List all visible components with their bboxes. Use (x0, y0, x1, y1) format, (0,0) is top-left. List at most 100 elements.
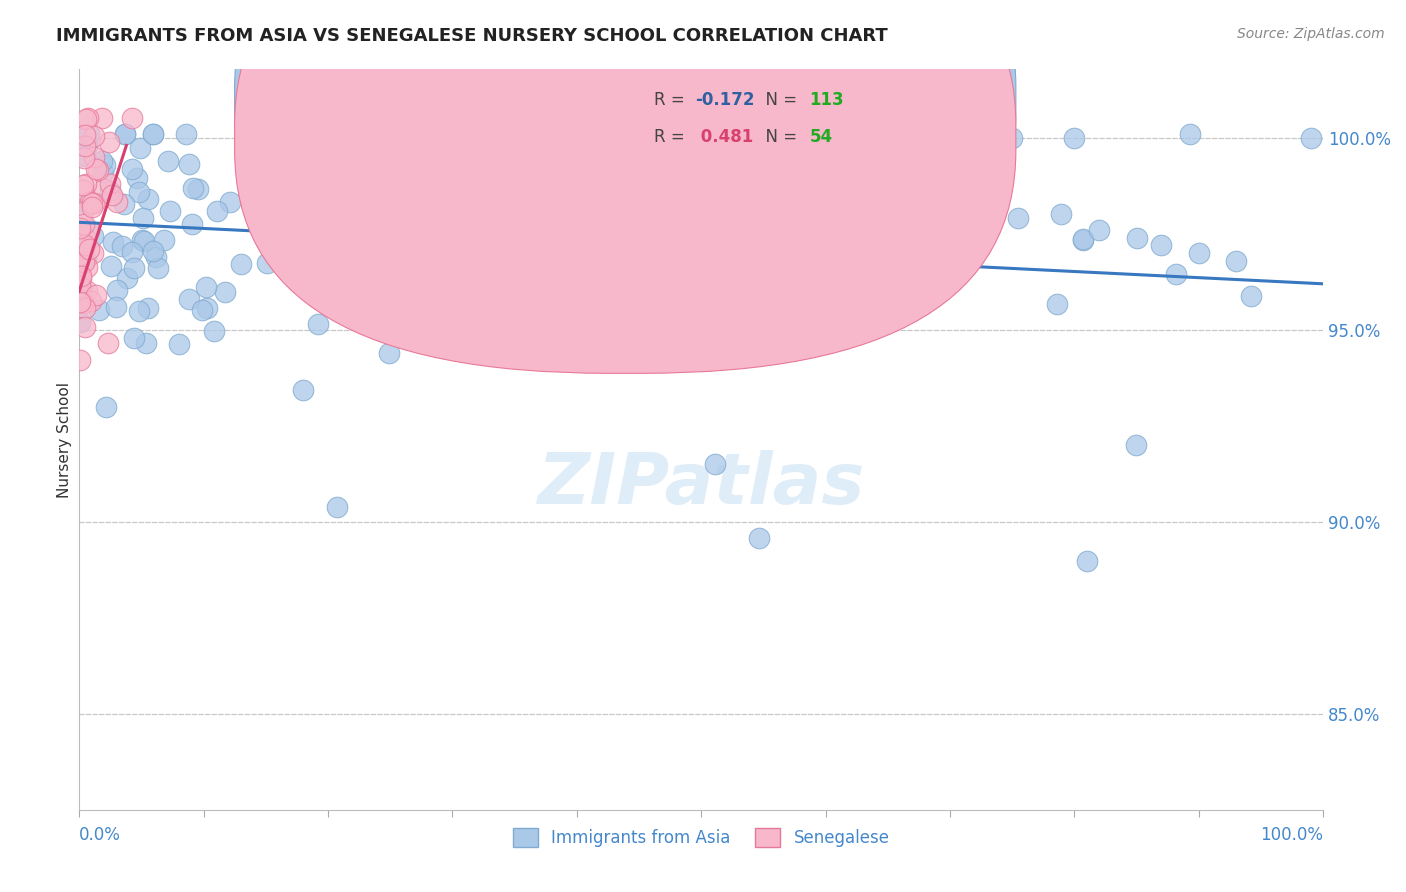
Point (367, 134, 389, 148)
Point (104, 300, 127, 314)
Text: R =: R = (654, 91, 690, 109)
Point (72, 295, 94, 310)
Point (69, 315, 91, 329)
Y-axis label: Nursery School: Nursery School (58, 382, 72, 498)
Point (69, 293, 91, 308)
Point (70, 269, 93, 284)
Point (114, 127, 136, 141)
Point (115, 270, 138, 285)
Point (1188, 246, 1211, 260)
Point (148, 260, 170, 275)
Point (82, 228, 104, 243)
Text: 0.0%: 0.0% (79, 826, 121, 844)
Point (1001, 130, 1024, 145)
Point (98, 135, 121, 149)
Point (1088, 223, 1111, 237)
Point (91, 165, 114, 179)
Text: IMMIGRANTS FROM ASIA VS SENEGALESE NURSERY SCHOOL CORRELATION CHART: IMMIGRANTS FROM ASIA VS SENEGALESE NURSE… (56, 27, 889, 45)
Point (218, 195, 240, 210)
Point (704, 458, 727, 472)
Point (94, 158, 117, 172)
Point (82, 201, 104, 215)
Point (72, 183, 94, 197)
Point (73, 320, 96, 334)
Point (1125, 438, 1147, 452)
Point (128, 303, 150, 318)
Point (977, 138, 1000, 153)
Point (1125, 230, 1147, 244)
Point (76, 137, 98, 152)
Point (69, 294, 91, 309)
Text: R =: R = (654, 128, 690, 146)
Point (1071, 232, 1094, 246)
Point (114, 127, 136, 141)
Point (692, 166, 714, 180)
Point (1178, 127, 1201, 141)
Point (75, 178, 97, 192)
Point (72, 241, 94, 255)
Point (378, 346, 401, 360)
Point (73, 149, 96, 163)
Point (93, 182, 115, 196)
Point (105, 195, 128, 210)
Point (908, 252, 931, 267)
Point (131, 233, 153, 247)
Point (132, 234, 155, 248)
Point (122, 331, 145, 345)
Point (76, 260, 98, 274)
Point (76, 197, 98, 211)
Point (1046, 297, 1069, 311)
Point (748, 531, 770, 545)
Point (73, 218, 96, 232)
Point (69, 237, 91, 252)
Point (1150, 238, 1173, 252)
Point (292, 384, 315, 398)
Text: ZIPatlas: ZIPatlas (537, 450, 865, 518)
Point (100, 178, 122, 192)
Point (77, 242, 100, 256)
Point (94, 400, 117, 414)
Point (114, 197, 136, 211)
Point (105, 283, 128, 297)
Text: -0.172: -0.172 (695, 91, 755, 109)
Point (928, 229, 950, 244)
Point (207, 204, 229, 219)
Point (69, 271, 91, 285)
Point (75, 112, 97, 126)
Point (73, 151, 96, 165)
Point (157, 154, 180, 169)
Point (1076, 553, 1098, 567)
Point (121, 161, 143, 176)
Point (659, 185, 682, 199)
Point (121, 112, 143, 126)
Point (132, 211, 155, 226)
Point (202, 324, 225, 338)
Point (97, 335, 120, 350)
Point (77, 127, 100, 141)
Point (70, 283, 93, 297)
Point (876, 130, 898, 145)
Point (307, 318, 329, 332)
Point (72, 204, 94, 219)
Point (304, 254, 326, 268)
Point (179, 293, 201, 307)
Point (136, 301, 159, 316)
Point (145, 251, 167, 265)
Point (91, 112, 114, 126)
Point (195, 301, 218, 315)
Point (69, 271, 91, 285)
Point (87, 163, 110, 178)
Point (678, 301, 700, 316)
Point (231, 257, 253, 271)
Point (620, 157, 643, 171)
Point (1299, 130, 1322, 145)
Point (111, 239, 134, 253)
Point (101, 235, 124, 250)
Point (191, 302, 214, 317)
FancyBboxPatch shape (235, 0, 1017, 374)
Point (447, 252, 470, 267)
Text: Source: ZipAtlas.com: Source: ZipAtlas.com (1237, 27, 1385, 41)
Point (256, 256, 278, 270)
Point (86, 288, 108, 302)
Point (75, 252, 97, 267)
